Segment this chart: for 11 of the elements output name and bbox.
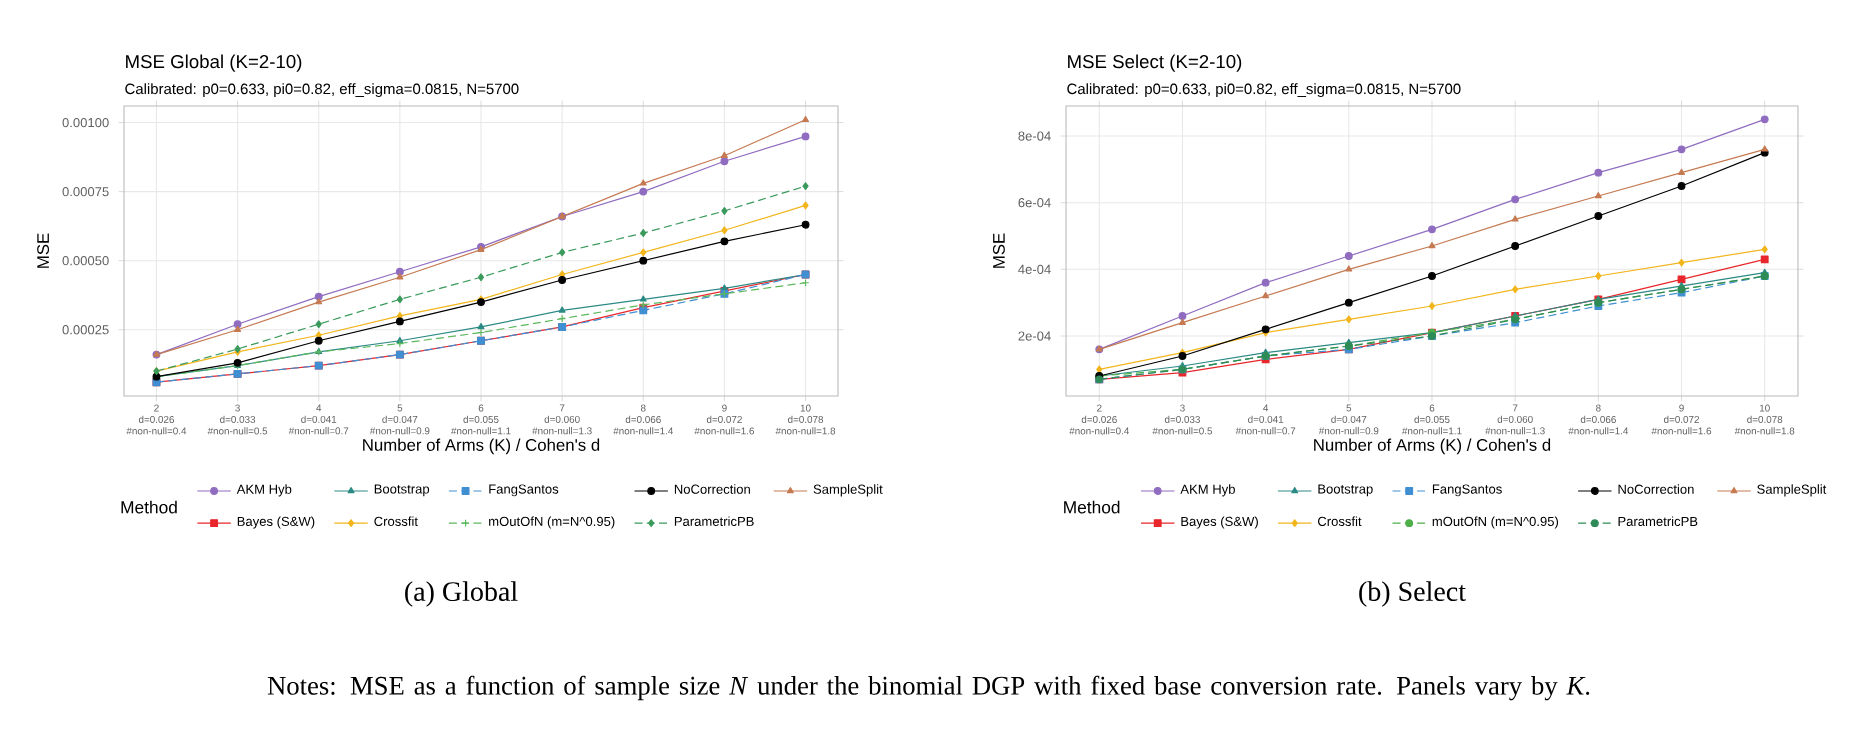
x-axis-title: Number of Arms (K) / Cohen's d — [363, 438, 600, 455]
legend-title: Method — [121, 500, 177, 514]
text: Notes: MSE as a function of sample size N under the binomial DGP with fixed base conversion rate. Panels vary by K. — [267, 675, 1590, 701]
y-axis-title: MSE — [37, 233, 50, 268]
text: (a) Global — [405, 581, 518, 607]
x-axis-title: Number of Arms (K) / Cohen's d — [1314, 438, 1551, 455]
y-axis-title: MSE — [992, 233, 1005, 268]
chart-title: MSE Global (K=2-10) — [126, 54, 302, 72]
legend-title: Method — [1064, 500, 1120, 514]
text: (b) Select — [1359, 581, 1466, 607]
chart-title: MSE Select (K=2-10) — [1068, 54, 1242, 72]
